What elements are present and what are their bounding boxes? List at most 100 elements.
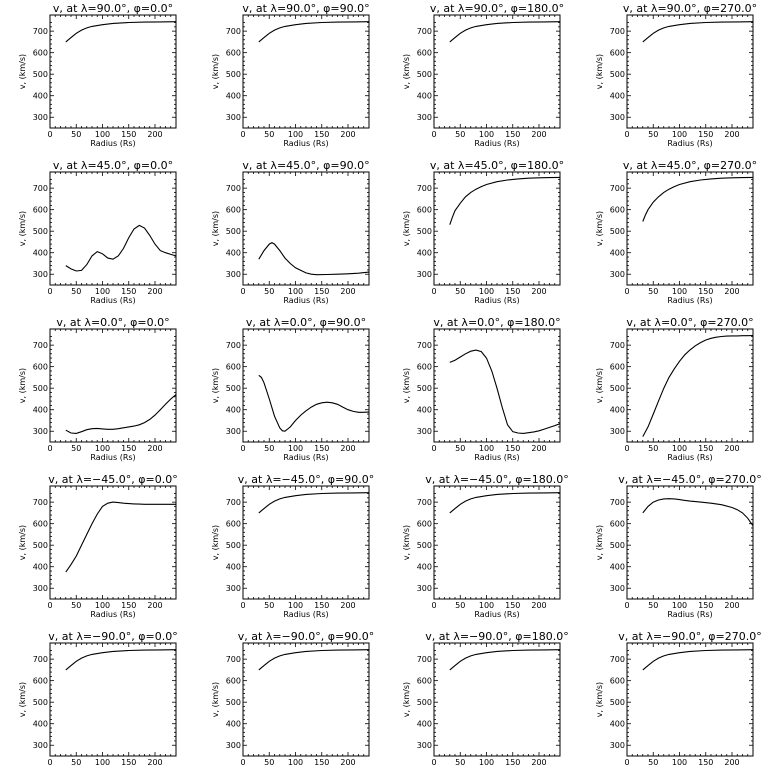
y-tick-label: 500: [610, 227, 625, 236]
y-tick-label: 500: [33, 698, 48, 707]
y-tick-label: 700: [33, 655, 48, 664]
y-axis-label: v, (km/s): [595, 368, 604, 403]
x-tick-label: 200: [147, 601, 162, 610]
y-tick-label: 300: [417, 584, 432, 593]
x-tick-label: 0: [240, 287, 245, 296]
y-tick-label: 700: [33, 184, 48, 193]
x-tick-label: 50: [264, 287, 274, 296]
y-tick-label: 700: [226, 184, 241, 193]
y-tick-label: 500: [610, 70, 625, 79]
plot-frame: [433, 642, 561, 757]
x-tick-label: 100: [95, 758, 110, 767]
y-tick-label: 300: [33, 113, 48, 122]
subplot: v, at λ=−45.0°, φ=270.0° 0 50 100 150 200 300 4…: [595, 473, 762, 619]
x-tick-label: 150: [314, 601, 329, 610]
y-tick-label: 700: [226, 27, 241, 36]
subplot: v, at λ=90.0°, φ=0.0° 0 50 100 150 200 300 400 5…: [18, 2, 177, 148]
y-tick-label: 500: [226, 698, 241, 707]
series-line: [642, 21, 754, 43]
plot-frame: [242, 642, 370, 757]
y-tick-label: 600: [226, 520, 241, 529]
subplot-title: v, at λ=0.0°, φ=270.0°: [626, 316, 753, 329]
y-tick-label: 600: [417, 520, 432, 529]
subplot: v, at λ=−90.0°, φ=270.0° 0 50 100 150 200 300 4…: [595, 630, 762, 768]
x-axis-label: Radius (Rs): [90, 610, 135, 619]
y-axis-label: v, (km/s): [595, 211, 604, 246]
subplot: v, at λ=90.0°, φ=270.0° 0 50 100 150 200 300 40…: [595, 2, 757, 148]
x-tick-label: 100: [288, 287, 303, 296]
subplot: v, at λ=45.0°, φ=0.0° 0 50 100 150 200 300 400 5…: [18, 159, 177, 305]
plot-frame: [242, 14, 370, 129]
y-tick-label: 500: [33, 70, 48, 79]
x-axis-label: Radius (Rs): [283, 453, 328, 462]
y-tick-label: 400: [226, 92, 241, 101]
y-axis-label: v, (km/s): [402, 368, 411, 403]
x-tick-label: 100: [288, 758, 303, 767]
y-tick-label: 400: [33, 720, 48, 729]
x-tick-label: 150: [698, 758, 713, 767]
y-tick-label: 400: [226, 563, 241, 572]
series-line: [65, 649, 177, 671]
x-tick-label: 50: [455, 444, 465, 453]
x-tick-label: 0: [47, 287, 52, 296]
y-tick-label: 300: [33, 584, 48, 593]
x-tick-label: 50: [71, 758, 81, 767]
plot-frame: [433, 485, 561, 600]
x-tick-label: 150: [121, 130, 136, 139]
y-tick-label: 700: [610, 498, 625, 507]
series-line: [65, 224, 177, 272]
series-line: [258, 492, 370, 514]
subplot-title: v, at λ=−45.0°, φ=180.0°: [425, 473, 568, 486]
subplot-title: v, at λ=45.0°, φ=0.0°: [53, 159, 173, 172]
y-tick-label: 500: [610, 698, 625, 707]
x-tick-label: 0: [624, 287, 629, 296]
y-tick-label: 400: [417, 92, 432, 101]
subplot: v, at λ=45.0°, φ=270.0° 0 50 100 150 200 300 40…: [595, 159, 757, 305]
y-tick-label: 400: [610, 406, 625, 415]
x-tick-label: 50: [455, 601, 465, 610]
y-axis-label: v, (km/s): [211, 368, 220, 403]
y-tick-label: 400: [226, 720, 241, 729]
subplot-title: v, at λ=−90.0°, φ=0.0°: [48, 630, 177, 643]
x-tick-label: 100: [95, 287, 110, 296]
x-tick-label: 150: [698, 287, 713, 296]
plot-frame: [49, 485, 177, 600]
series-line: [258, 21, 370, 43]
x-tick-label: 150: [698, 444, 713, 453]
x-axis-label: Radius (Rs): [90, 139, 135, 148]
y-tick-label: 300: [417, 270, 432, 279]
subplot-title: v, at λ=45.0°, φ=90.0°: [242, 159, 369, 172]
y-axis-label: v, (km/s): [211, 525, 220, 560]
subplot-title: v, at λ=−45.0°, φ=90.0°: [238, 473, 374, 486]
x-tick-label: 200: [340, 758, 355, 767]
series-line: [449, 349, 561, 434]
subplot-title: v, at λ=−90.0°, φ=180.0°: [425, 630, 568, 643]
y-axis-label: v, (km/s): [402, 54, 411, 89]
y-tick-label: 700: [610, 655, 625, 664]
x-axis-label: Radius (Rs): [474, 296, 519, 305]
y-tick-label: 300: [610, 270, 625, 279]
x-axis-label: Radius (Rs): [667, 139, 712, 148]
x-tick-label: 150: [121, 444, 136, 453]
x-tick-label: 150: [505, 444, 520, 453]
subplot-title: v, at λ=90.0°, φ=180.0°: [430, 2, 564, 15]
y-axis-label: v, (km/s): [211, 54, 220, 89]
x-tick-label: 200: [340, 601, 355, 610]
x-tick-label: 150: [314, 287, 329, 296]
y-tick-label: 600: [33, 206, 48, 215]
x-axis-label: Radius (Rs): [283, 610, 328, 619]
y-tick-label: 400: [417, 406, 432, 415]
x-axis-label: Radius (Rs): [474, 610, 519, 619]
x-tick-label: 50: [648, 601, 658, 610]
y-tick-label: 600: [33, 363, 48, 372]
y-tick-label: 700: [610, 184, 625, 193]
y-tick-label: 300: [417, 427, 432, 436]
x-tick-label: 150: [698, 601, 713, 610]
series-line: [258, 649, 370, 671]
x-tick-label: 50: [71, 444, 81, 453]
y-tick-label: 400: [226, 406, 241, 415]
y-tick-label: 500: [226, 227, 241, 236]
y-tick-label: 500: [33, 227, 48, 236]
y-tick-label: 500: [417, 70, 432, 79]
subplot: v, at λ=−90.0°, φ=0.0° 0 50 100 150 200 300 400…: [18, 630, 178, 768]
